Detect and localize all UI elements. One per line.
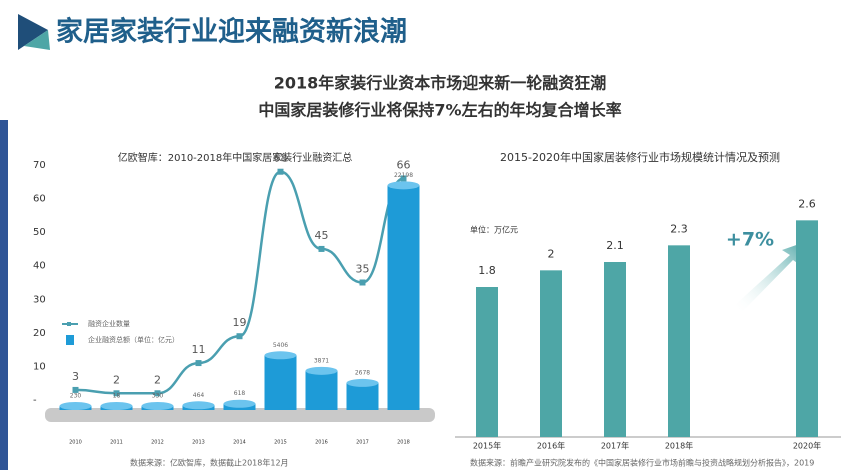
bar-value-label: 464: [193, 392, 205, 399]
x-tick-label: 2015: [274, 440, 287, 446]
y-tick-label: 10: [33, 361, 46, 372]
bar: [305, 370, 338, 410]
chart-title: 2015-2020年中国家居装修行业市场规模统计情况及预测: [500, 150, 780, 164]
y-tick-label: 20: [33, 328, 46, 339]
line-point: [318, 245, 325, 252]
line-point: [72, 386, 79, 393]
line-point: [236, 333, 243, 340]
x-tick-label: 2014: [233, 440, 246, 446]
bar-cap: [100, 402, 133, 410]
bar: [387, 185, 420, 410]
logo: [18, 14, 48, 50]
x-tick-label: 2013: [192, 440, 205, 446]
y-tick-label: 60: [33, 194, 46, 205]
x-tick-label: 2020年: [793, 441, 821, 451]
line-value-label: 45: [315, 229, 329, 242]
logo: [24, 30, 50, 50]
bar-value-label: 18: [113, 393, 121, 400]
platform: [45, 408, 435, 422]
bar-cap: [305, 366, 338, 375]
bar-cap: [387, 181, 420, 190]
bar-value-label: 22198: [394, 172, 413, 179]
subtitle: 2018年家装行业资本市场迎来新一轮融资狂潮: [274, 74, 607, 93]
line-value-label: 35: [356, 263, 370, 276]
line-point: [400, 175, 407, 182]
bar: [540, 270, 562, 437]
y-tick-label: 40: [33, 261, 46, 272]
legend-label: 企业融资总额（单位：亿元）: [88, 335, 179, 344]
bar-value-label: 618: [234, 390, 246, 397]
line-value-label: 68: [274, 152, 288, 165]
y-tick-label: 70: [33, 160, 46, 171]
growth-arrow: [735, 242, 805, 312]
slide-title: 家居家装行业迎来融资新浪潮: [56, 16, 407, 48]
x-tick-label: 2010: [69, 440, 82, 446]
bar-cap: [223, 399, 256, 408]
bar: [346, 382, 379, 410]
line-point: [154, 390, 161, 397]
bar: [476, 287, 498, 437]
y-tick-label: 30: [33, 294, 46, 305]
unit-note: 单位：万亿元: [470, 225, 518, 235]
x-tick-label: 2018: [397, 440, 410, 446]
bar: [604, 262, 626, 437]
source: 数据来源：亿欧智库，数据截止2018年12月: [130, 458, 289, 468]
bar-cap: [59, 402, 92, 410]
bar-value-label: 3871: [314, 357, 329, 364]
bar-value-label: 5406: [273, 342, 288, 349]
x-tick-label: 2017: [356, 440, 369, 446]
bar-cap: [346, 378, 379, 387]
growth-label: +7%: [726, 229, 774, 251]
line-point: [195, 360, 202, 367]
line-value-label: 2: [154, 373, 161, 386]
line-point: [277, 168, 284, 175]
y-tick-label: -: [33, 395, 37, 406]
bar-value-label: 1.8: [478, 264, 496, 277]
chart-title: 亿欧智库：2010-2018年中国家居家装行业融资汇总: [118, 151, 353, 164]
line-point: [359, 279, 366, 286]
bar-value-label: 2.3: [670, 222, 688, 235]
x-tick-label: 2011: [110, 440, 123, 446]
bar: [264, 355, 297, 410]
x-tick-label: 2017年: [601, 441, 629, 451]
bar-value-label: 2: [548, 247, 555, 260]
bar-value-label: 330: [152, 393, 164, 400]
line: [75, 170, 404, 395]
bar: [668, 245, 690, 437]
x-tick-label: 2012: [151, 440, 164, 446]
line-value-label: 19: [233, 316, 247, 329]
x-tick-label: 2016: [315, 440, 328, 446]
line-value-label: 2: [113, 373, 120, 386]
line-value-label: 66: [397, 158, 411, 171]
side-strip: [0, 120, 8, 470]
bar-cap: [264, 351, 297, 360]
bar-value-label: 2.6: [798, 197, 816, 210]
bar-cap: [182, 401, 215, 410]
x-tick-label: 2015年: [473, 441, 501, 451]
bar: [796, 220, 818, 437]
legend-label: 融资企业数量: [88, 319, 130, 328]
line-value-label: 11: [192, 343, 206, 356]
x-tick-label: 2016年: [537, 441, 565, 451]
bar-value-label: 2.1: [606, 239, 624, 252]
line-point: [113, 390, 120, 397]
y-tick-label: 50: [33, 227, 46, 238]
line-value-label: 3: [72, 370, 79, 383]
legend-swatch: [67, 322, 71, 326]
bar-value-label: 2678: [355, 369, 370, 376]
subtitle: 中国家居装修行业将保持7%左右的年均复合增长率: [258, 101, 621, 120]
legend-swatch: [66, 335, 74, 345]
x-tick-label: 2018年: [665, 441, 693, 451]
bar-value-label: 230: [70, 393, 82, 400]
bar-cap: [141, 402, 174, 410]
source: 数据来源：前瞻产业研究院发布的《中国家居装修行业市场前瞻与投资战略规划分析报告》…: [470, 458, 814, 468]
